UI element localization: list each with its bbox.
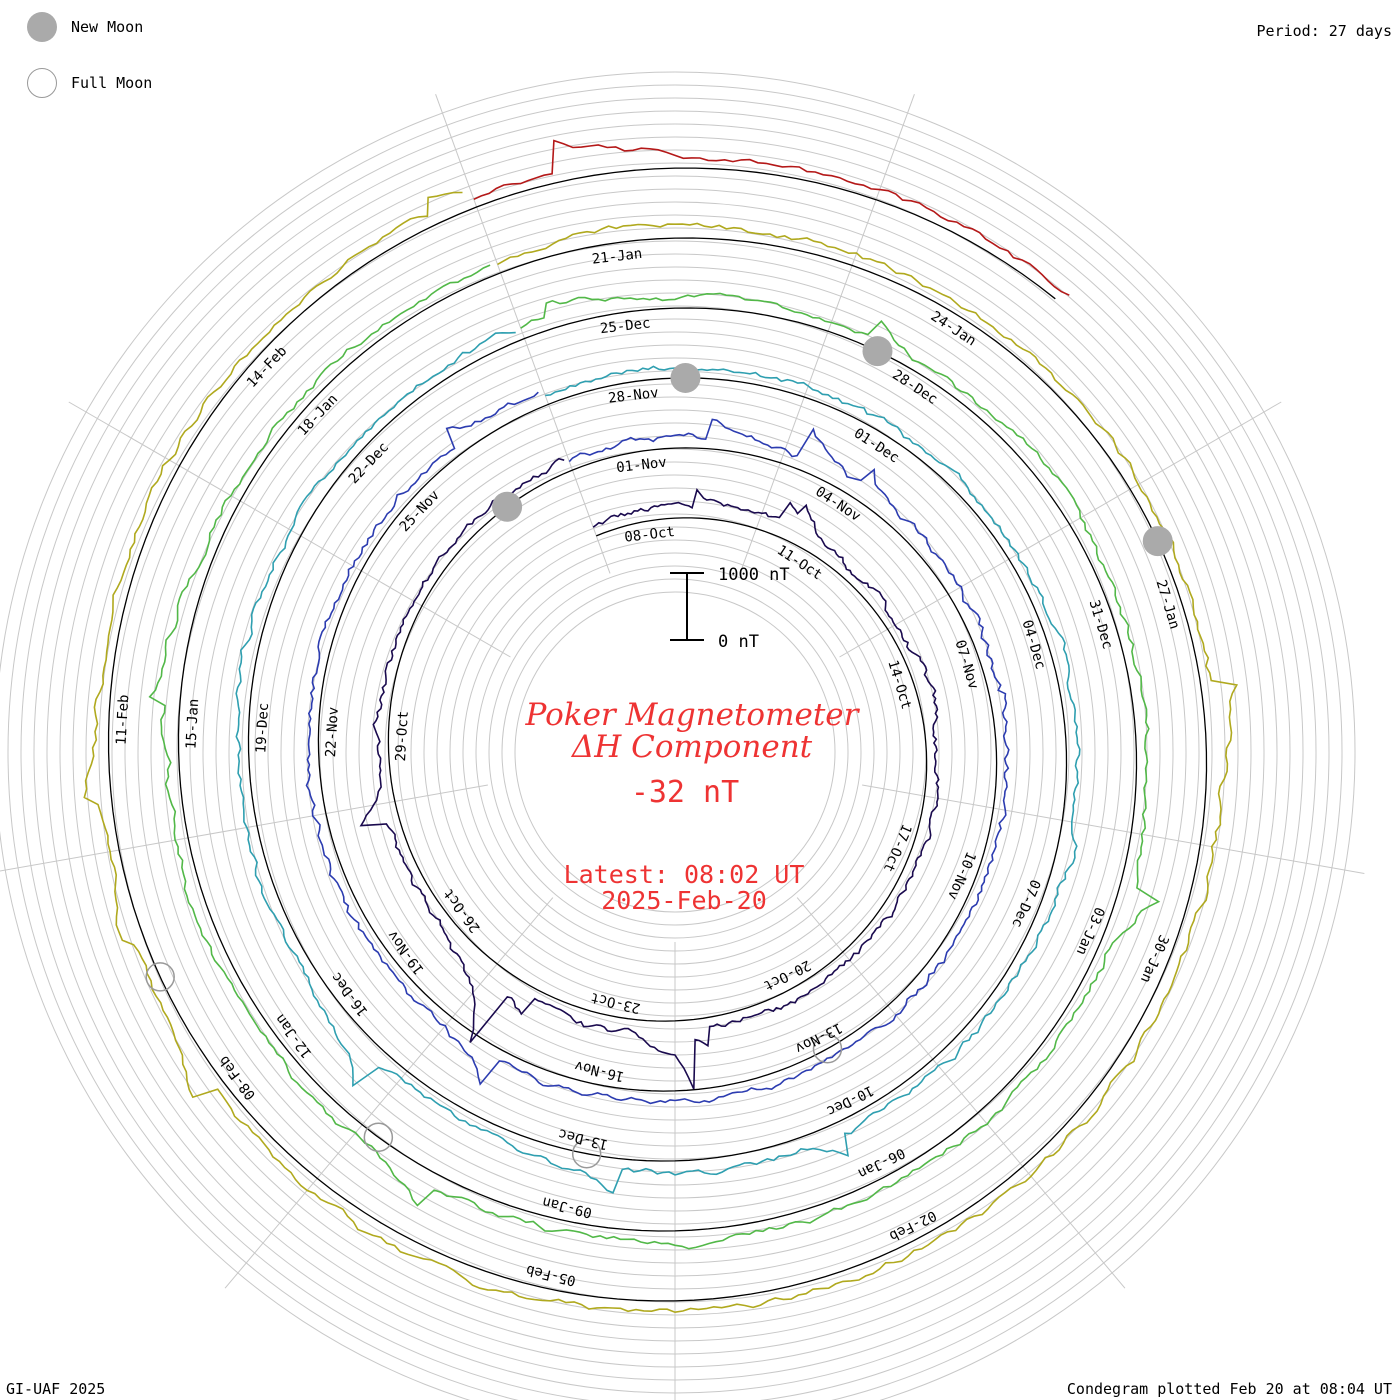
grid-ring: [7, 84, 1343, 1400]
date-tick-label: 31-Dec: [1086, 598, 1116, 651]
grid-spoke: [224, 897, 554, 1289]
plotted-label: Condegram plotted Feb 20 at 08:04 UT: [1066, 1380, 1392, 1398]
grid-spoke: [839, 401, 1282, 658]
full-moon-marker: [363, 1122, 394, 1152]
chart-title: Poker Magnetometer: [525, 697, 859, 733]
series-trace-rev-6: [473, 139, 1070, 296]
credit-label: GI-UAF 2025: [6, 1380, 106, 1398]
period-label: Period: 27 days: [1256, 22, 1392, 40]
date-tick-label: 23-Oct: [589, 989, 642, 1016]
new-moon-marker: [1142, 526, 1173, 557]
date-tick-label: 29-Oct: [393, 710, 412, 761]
new-moon-icon: [27, 12, 57, 42]
legend-new-moon: New Moon: [27, 12, 143, 42]
scale-bar-top-label: 1000 nT: [718, 565, 790, 585]
date-tick-label: 22-Nov: [323, 706, 342, 757]
date-tick-label: 28-Nov: [607, 385, 659, 407]
date-tick-label: 01-Nov: [615, 454, 667, 476]
grid-spoke: [739, 94, 915, 574]
date-tick-label: 04-Dec: [1018, 618, 1048, 671]
scale-bar-bottom-label: 0 nT: [718, 632, 759, 652]
baseline-spiral: [107, 167, 1208, 1302]
series-layer: [83, 139, 1239, 1314]
grid-spoke: [435, 94, 611, 574]
grid-ring: [514, 591, 836, 913]
date-tick-label: 19-Dec: [253, 702, 272, 753]
full-moon-marker: [571, 1138, 602, 1169]
date-tick-label: 01-Dec: [851, 425, 902, 466]
new-moon-marker: [670, 362, 701, 393]
full-moon-marker: [145, 962, 175, 992]
date-tick-label: 25-Dec: [599, 315, 651, 337]
grid-spoke: [0, 784, 488, 872]
latest-value: -32 nT: [630, 775, 740, 810]
grid-spoke: [862, 784, 1365, 875]
date-tick-label: 21-Jan: [591, 246, 643, 268]
series-trace-rev-2: [305, 391, 1010, 1105]
grid-ring: [0, 71, 1356, 1400]
date-tick-label: 15-Jan: [183, 698, 202, 749]
series-trace-rev-1: [359, 457, 940, 1090]
grid-ring: [20, 97, 1330, 1400]
scale-bar: 1000 nT 0 nT: [670, 565, 790, 652]
date-tick-label: 07-Nov: [951, 638, 981, 691]
grid-spoke: [68, 401, 511, 658]
moon-layer: [145, 336, 1173, 1169]
grid-ring: [488, 565, 862, 939]
latest-date: 2025-Feb-20: [601, 886, 767, 915]
latest-time: Latest: 08:02 UT: [563, 860, 805, 889]
full-moon-icon: [27, 68, 57, 98]
date-tick-label: 10-Dec: [824, 1082, 876, 1119]
date-tick-label: 13-Nov: [792, 1019, 844, 1056]
new-moon-marker: [862, 336, 893, 367]
grid-ring: [501, 578, 849, 926]
legend-full-moon: Full Moon: [27, 68, 152, 98]
chart-subtitle: ΔH Component: [571, 729, 813, 765]
series-trace-rev-3: [235, 331, 1081, 1194]
grid-layer: [0, 71, 1365, 1400]
date-tick-label: 04-Nov: [812, 484, 863, 525]
grid-spoke: [796, 897, 1126, 1289]
series-trace-rev-4: [148, 264, 1161, 1250]
date-tick-label: 08-Oct: [624, 524, 676, 546]
full-moon-marker: [812, 1033, 843, 1064]
new-moon-marker: [492, 491, 523, 522]
date-tick-label: 11-Feb: [114, 694, 133, 745]
date-tick-label: 16-Dec: [328, 969, 371, 1019]
new-moon-label: New Moon: [71, 18, 144, 36]
series-trace-rev-5: [83, 191, 1239, 1314]
full-moon-label: Full Moon: [71, 74, 153, 92]
date-tick-label: 06-Jan: [855, 1144, 907, 1181]
date-tick-label: 25-Nov: [397, 487, 443, 535]
